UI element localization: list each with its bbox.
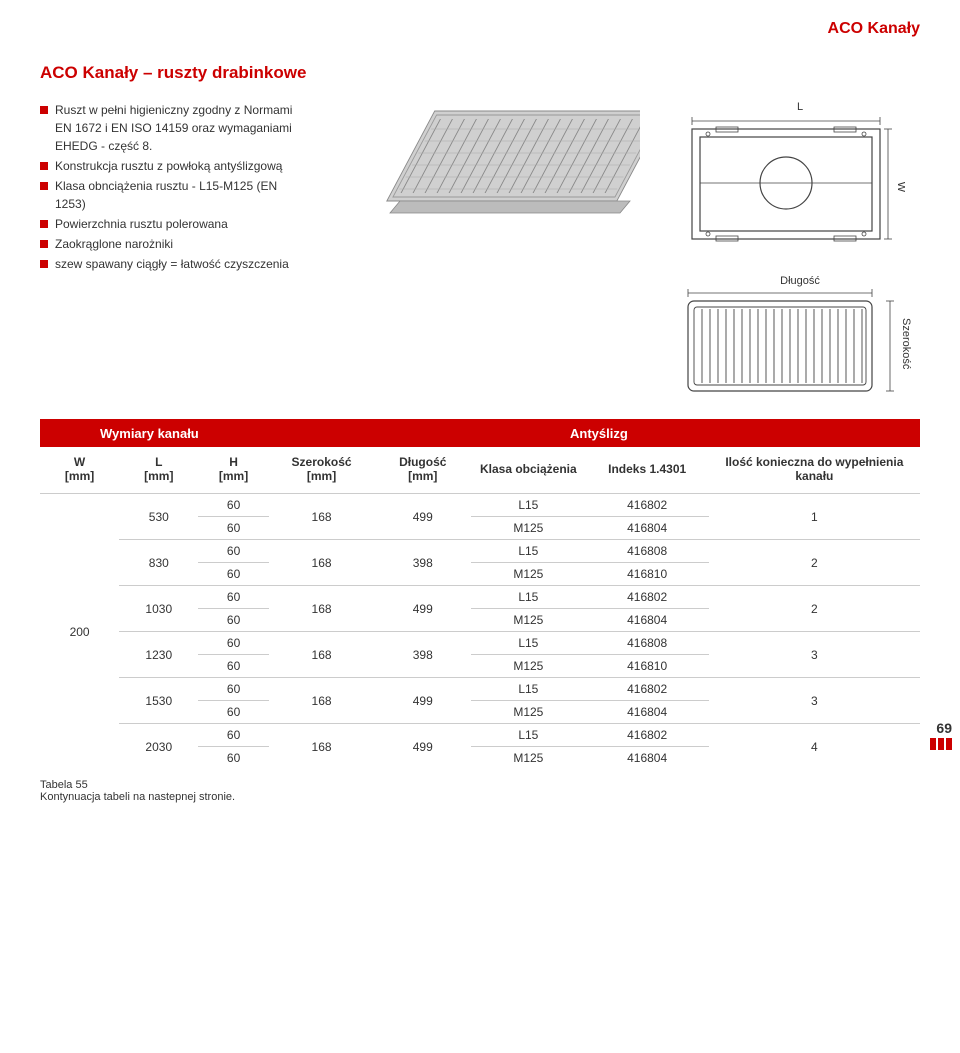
table-row: 20053060168499L154168021 bbox=[40, 494, 920, 517]
dim-label-w: W bbox=[895, 182, 905, 193]
table-label: Tabela 55 bbox=[40, 779, 235, 791]
column-header: W[mm] bbox=[40, 447, 119, 494]
feature-item: szew spawany ciągły = łatwość czyszczeni… bbox=[40, 255, 310, 273]
column-header: Długość[mm] bbox=[374, 447, 471, 494]
dimensions-table: W[mm]L[mm]H[mm]Szerokość[mm]Długość[mm]K… bbox=[40, 447, 920, 769]
grate-render-icon bbox=[350, 101, 640, 231]
section-title: ACO Kanały – ruszty drabinkowe bbox=[40, 63, 920, 83]
top-content-row: Ruszt w pełni higieniczny zgodny z Norma… bbox=[40, 101, 920, 399]
table-row: 123060168398L154168083 bbox=[40, 632, 920, 655]
dim-label-width: Szerokość bbox=[900, 318, 912, 369]
feature-item: Powierzchnia rusztu polerowana bbox=[40, 215, 310, 233]
column-header: Klasa obciążenia bbox=[471, 447, 585, 494]
feature-item: Zaokrąglone narożniki bbox=[40, 235, 310, 253]
dim-label-l: L bbox=[680, 101, 920, 113]
column-header: H[mm] bbox=[198, 447, 268, 494]
feature-item: Klasa obnciążenia rusztu - L15-M125 (EN … bbox=[40, 177, 310, 213]
page-side-marker: 69 bbox=[930, 720, 952, 750]
table-row: 103060168499L154168022 bbox=[40, 586, 920, 609]
column-header: Ilość konieczna do wypełnienia kanału bbox=[709, 447, 920, 494]
continuation-note: Kontynuacja tabeli na nastepnej stronie. bbox=[40, 791, 235, 803]
top-view-diagram: L bbox=[680, 101, 920, 255]
red-bars-icon bbox=[930, 738, 952, 750]
dim-label-length: Długość bbox=[680, 275, 920, 287]
feature-list: Ruszt w pełni higieniczny zgodny z Norma… bbox=[40, 101, 310, 273]
page-title-top: ACO Kanały bbox=[40, 20, 920, 38]
table-header-right: Antyślizg bbox=[550, 426, 920, 441]
page-number: 69 bbox=[930, 720, 952, 736]
column-header: Szerokość[mm] bbox=[269, 447, 375, 494]
table-row: 153060168499L154168023 bbox=[40, 678, 920, 701]
table-row: 203060168499L154168024 bbox=[40, 724, 920, 747]
table-row: 83060168398L154168082 bbox=[40, 540, 920, 563]
diagram-column: L bbox=[680, 101, 920, 399]
column-header: Indeks 1.4301 bbox=[586, 447, 709, 494]
product-render bbox=[340, 101, 650, 399]
front-view-diagram: Długość bbox=[680, 275, 920, 399]
bullet-column: Ruszt w pełni higieniczny zgodny z Norma… bbox=[40, 101, 310, 399]
feature-item: Konstrukcja rusztu z powłoką antyślizgow… bbox=[40, 157, 310, 175]
table-header-bar: Wymiary kanału Antyślizg bbox=[40, 419, 920, 447]
footer-left: Tabela 55 Kontynuacja tabeli na nastepne… bbox=[40, 779, 235, 803]
feature-item: Ruszt w pełni higieniczny zgodny z Norma… bbox=[40, 101, 310, 155]
column-header: L[mm] bbox=[119, 447, 198, 494]
footer-row: Tabela 55 Kontynuacja tabeli na nastepne… bbox=[40, 779, 920, 803]
table-header-left: Wymiary kanału bbox=[40, 426, 550, 441]
